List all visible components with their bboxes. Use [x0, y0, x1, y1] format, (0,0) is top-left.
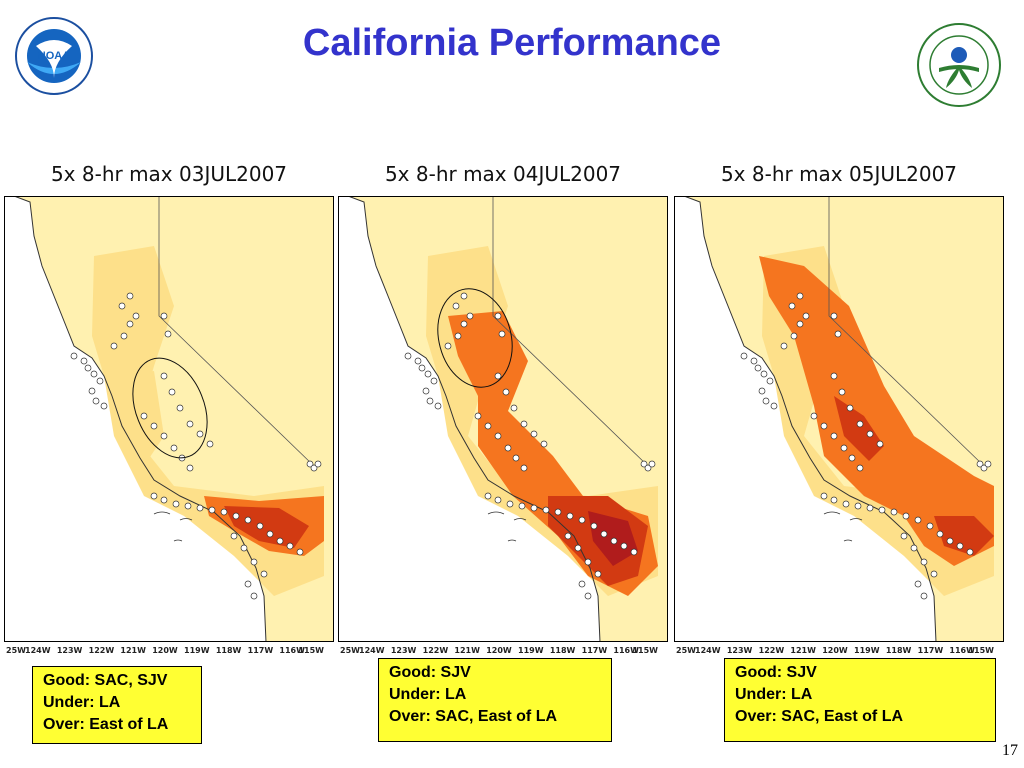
longitude-tick-label: 124W [25, 646, 51, 655]
note-line: Over: SAC, East of LA [389, 708, 558, 725]
longitude-tick-label: 25W [676, 646, 696, 655]
longitude-tick-label: 123W [57, 646, 83, 655]
longitude-tick-label: 115W [632, 646, 658, 655]
longitude-tick-label: 121W [454, 646, 480, 655]
performance-note-2: Good: SJV Under: LA Over: SAC, East of LA [378, 658, 612, 742]
longitude-tick-label: 116W [279, 646, 305, 655]
longitude-tick-label: 121W [120, 646, 146, 655]
longitude-tick-label: 119W [184, 646, 210, 655]
longitude-tick-label: 119W [854, 646, 880, 655]
map-panel-title: 5x 8-hr max 03JUL2007 [50, 162, 288, 186]
noaa-logo-icon: NOAA [15, 17, 93, 95]
longitude-tick-label: 116W [613, 646, 639, 655]
longitude-tick-label: 115W [298, 646, 324, 655]
longitude-tick-label: 122W [759, 646, 785, 655]
longitude-tick-label: 118W [886, 646, 912, 655]
map-panel-title: 5x 8-hr max 05JUL2007 [720, 162, 958, 186]
noaa-logo-text: NOAA [38, 50, 70, 62]
longitude-tick-label: 122W [89, 646, 115, 655]
longitude-tick-label: 121W [790, 646, 816, 655]
longitude-tick-label: 118W [550, 646, 576, 655]
note-line: Good: SAC, SJV [43, 672, 168, 689]
longitude-axis: 25W 124W 123W 122W 121W 120W 119W 118W 117W 116W1… [676, 646, 994, 655]
longitude-tick-label: 120W [822, 646, 848, 655]
longitude-tick-label: 25W [6, 646, 26, 655]
longitude-axis: 25W 124W 123W 122W 121W 120W 119W 118W 117W 116W1… [340, 646, 658, 655]
map-panel-1: 5x 8-hr max 03JUL2007 25W 124W 123W 122W 121W… [4, 160, 334, 660]
note-line: Under: LA [735, 686, 813, 703]
longitude-tick-label: 117W [248, 646, 274, 655]
note-line: Under: LA [389, 686, 467, 703]
longitude-tick-label: 120W [486, 646, 512, 655]
map-panel-title: 5x 8-hr max 04JUL2007 [384, 162, 622, 186]
longitude-tick-label: 119W [518, 646, 544, 655]
longitude-tick-label: 123W [391, 646, 417, 655]
performance-note-3: Good: SJV Under: LA Over: SAC, East of LA [724, 658, 996, 742]
map-panel-3: 5x 8-hr max 05JUL2007 25W 124W 123W 122W 121W… [674, 160, 1004, 660]
ozone-map [4, 196, 334, 642]
note-line: Good: SJV [735, 664, 817, 681]
note-line: Over: East of LA [43, 716, 169, 733]
longitude-tick-label: 117W [918, 646, 944, 655]
longitude-axis: 25W 124W 123W 122W 121W 120W 119W 118W 117W 116W1… [6, 646, 324, 655]
longitude-tick-label: 117W [582, 646, 608, 655]
ozone-map [674, 196, 1004, 642]
note-line: Under: LA [43, 694, 121, 711]
longitude-tick-label: 124W [359, 646, 385, 655]
longitude-tick-label: 118W [216, 646, 242, 655]
longitude-tick-label: 116W [949, 646, 975, 655]
longitude-tick-label: 123W [727, 646, 753, 655]
epa-seal-icon [917, 23, 1001, 107]
longitude-tick-label: 25W [340, 646, 360, 655]
longitude-tick-label: 122W [423, 646, 449, 655]
longitude-tick-label: 120W [152, 646, 178, 655]
slide-title: California Performance [302, 22, 722, 64]
note-line: Good: SJV [389, 664, 471, 681]
note-line: Over: SAC, East of LA [735, 708, 904, 725]
longitude-tick-label: 115W [968, 646, 994, 655]
page-number: 17 [1002, 742, 1018, 759]
longitude-tick-label: 124W [695, 646, 721, 655]
performance-note-1: Good: SAC, SJV Under: LA Over: East of LA [32, 666, 202, 744]
map-panel-2: 5x 8-hr max 04JUL2007 25W 124W 123W 122W 121W… [338, 160, 668, 660]
ozone-map [338, 196, 668, 642]
